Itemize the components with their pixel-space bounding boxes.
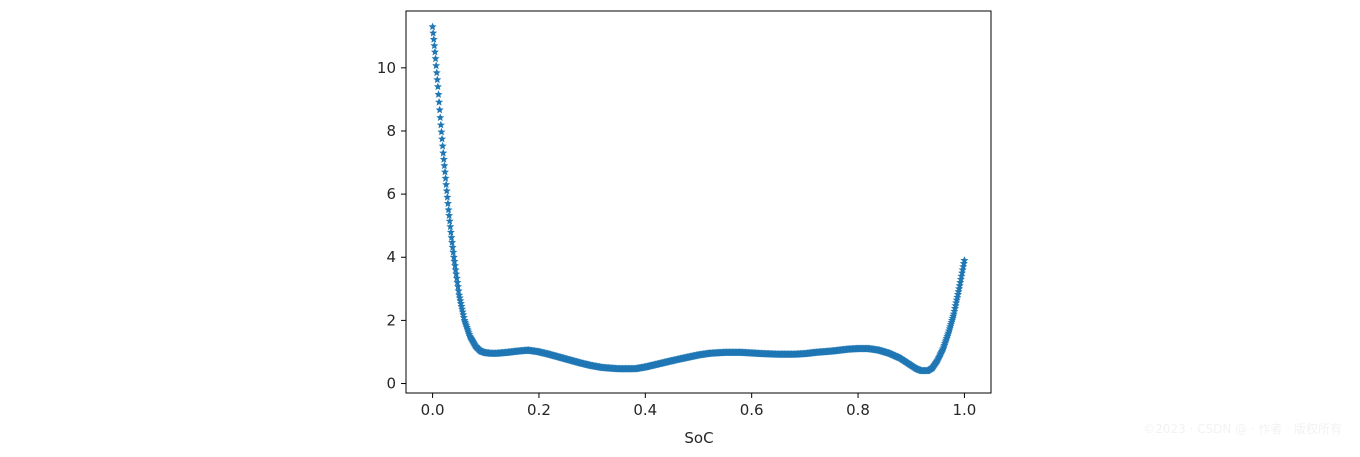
data-point [428,22,437,31]
data-point [960,256,969,264]
data-point [955,281,964,290]
data-point [952,295,961,304]
data-point [955,284,964,293]
data-point [430,41,439,50]
data-point [444,205,453,214]
data-point [433,75,442,84]
data-point [959,262,968,271]
data-point [434,90,443,98]
data-point [957,271,966,280]
data-point [436,120,445,129]
data-point [452,274,461,282]
data-point [953,290,962,298]
x-tick-label: 1.0 [952,401,976,419]
data-point [443,199,452,207]
y-tick-label: 2 [386,311,396,329]
x-axis-ticks: 0.0 0.2 0.4 0.6 0.8 1.0 [421,393,976,419]
data-point [443,193,452,201]
data-point [958,268,967,277]
data-point [435,105,444,114]
data-point [959,259,968,267]
y-tick-label: 6 [386,185,396,203]
data-point [958,265,967,274]
data-point [435,98,444,106]
data-point [436,113,445,122]
data-point [445,211,454,219]
data-point [431,54,440,63]
y-tick-label: 4 [386,248,396,266]
watermark: ©2023 · CSDN @ · 作者 · 版权所有 [1143,422,1342,436]
data-point [450,257,459,265]
data-point [445,216,454,225]
y-tick-label: 8 [386,122,396,140]
data-point [447,233,456,241]
data-point [438,134,447,143]
data-point [439,155,448,163]
data-point [446,228,455,236]
data-point [953,293,962,301]
data-point [956,278,965,286]
data-point [950,307,959,315]
data-point [951,301,960,310]
data-point [446,222,455,231]
y-tick-label: 0 [386,375,396,393]
data-point [429,28,438,37]
data-point [430,47,439,56]
x-tick-label: 0.4 [633,401,657,419]
data-point [433,82,442,91]
x-tick-label: 0.0 [421,401,445,419]
data-point [441,174,450,182]
x-tick-label: 0.2 [527,401,551,419]
data-point [949,309,958,318]
data-point [453,278,462,286]
y-axis-ticks: 0 2 4 6 8 10 [377,59,406,393]
data-point [952,298,961,307]
data-point [954,287,963,296]
data-point [437,127,446,136]
data-point [449,253,458,261]
x-tick-label: 0.8 [846,401,870,419]
data-point [432,61,441,70]
data-point [439,148,448,157]
data-point [956,275,965,283]
data-point [442,186,451,195]
data-point [442,180,451,189]
data-point [454,286,463,295]
data-points [428,22,969,375]
data-point [950,304,959,312]
data-point [438,141,447,150]
data-point [441,167,449,176]
data-point [451,265,460,274]
data-point [448,243,457,251]
data-point [451,261,460,270]
data-point [440,161,449,170]
x-axis-label: SoC [684,429,713,447]
data-point [429,35,438,43]
plot-frame [405,10,992,394]
data-point [452,269,461,278]
data-point [448,238,457,246]
data-point [449,248,458,256]
data-point [454,282,462,291]
x-tick-label: 0.6 [740,401,764,419]
data-point [432,68,441,77]
y-tick-label: 10 [377,59,396,77]
